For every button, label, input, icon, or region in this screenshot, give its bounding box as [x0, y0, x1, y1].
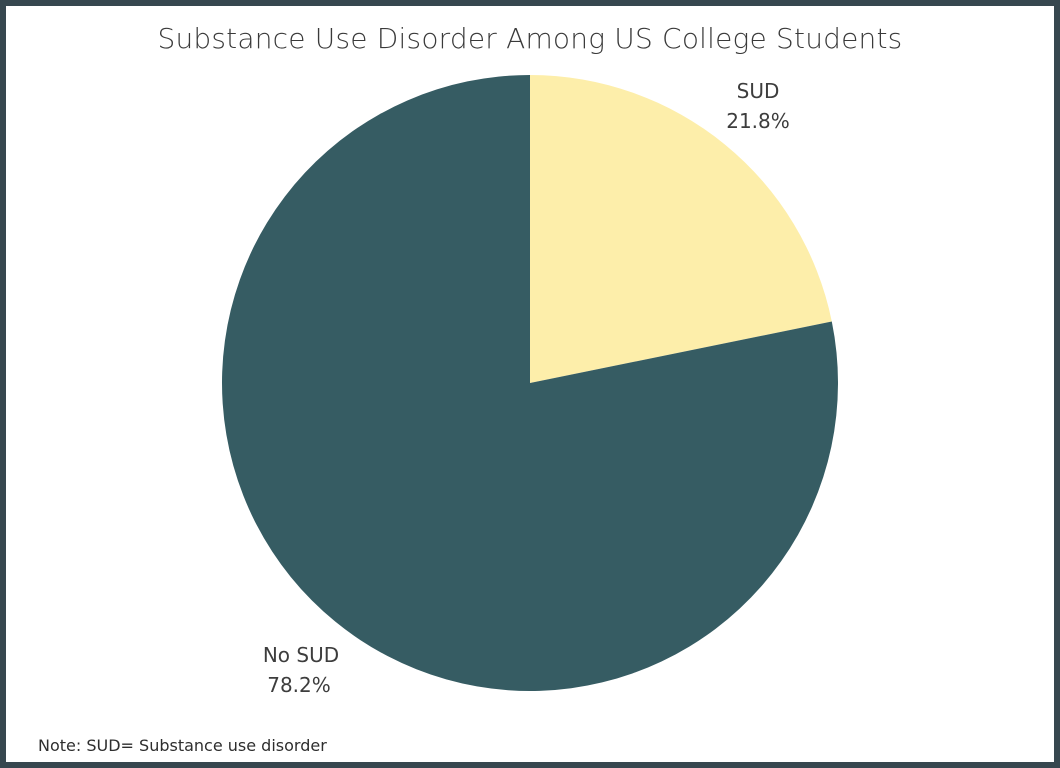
- chart-frame: Substance Use Disorder Among US College …: [6, 6, 1054, 762]
- pie-slice-sud: [530, 75, 832, 383]
- slice-label-sud-value: 21.8%: [726, 109, 790, 133]
- pie-chart: SUD 21.8% No SUD 78.2%: [222, 75, 838, 697]
- slice-label-no-sud: No SUD 78.2%: [263, 643, 339, 697]
- slice-label-no-sud-value: 78.2%: [267, 673, 331, 697]
- chart-note: Note: SUD= Substance use disorder: [38, 736, 327, 755]
- chart-title: Substance Use Disorder Among US College …: [157, 22, 903, 55]
- slice-label-sud: SUD 21.8%: [726, 79, 790, 133]
- slice-label-no-sud-name: No SUD: [263, 643, 339, 667]
- pie-slices: [222, 75, 838, 691]
- pie-slice-no-sud: [222, 75, 838, 691]
- slice-label-sud-name: SUD: [737, 79, 780, 103]
